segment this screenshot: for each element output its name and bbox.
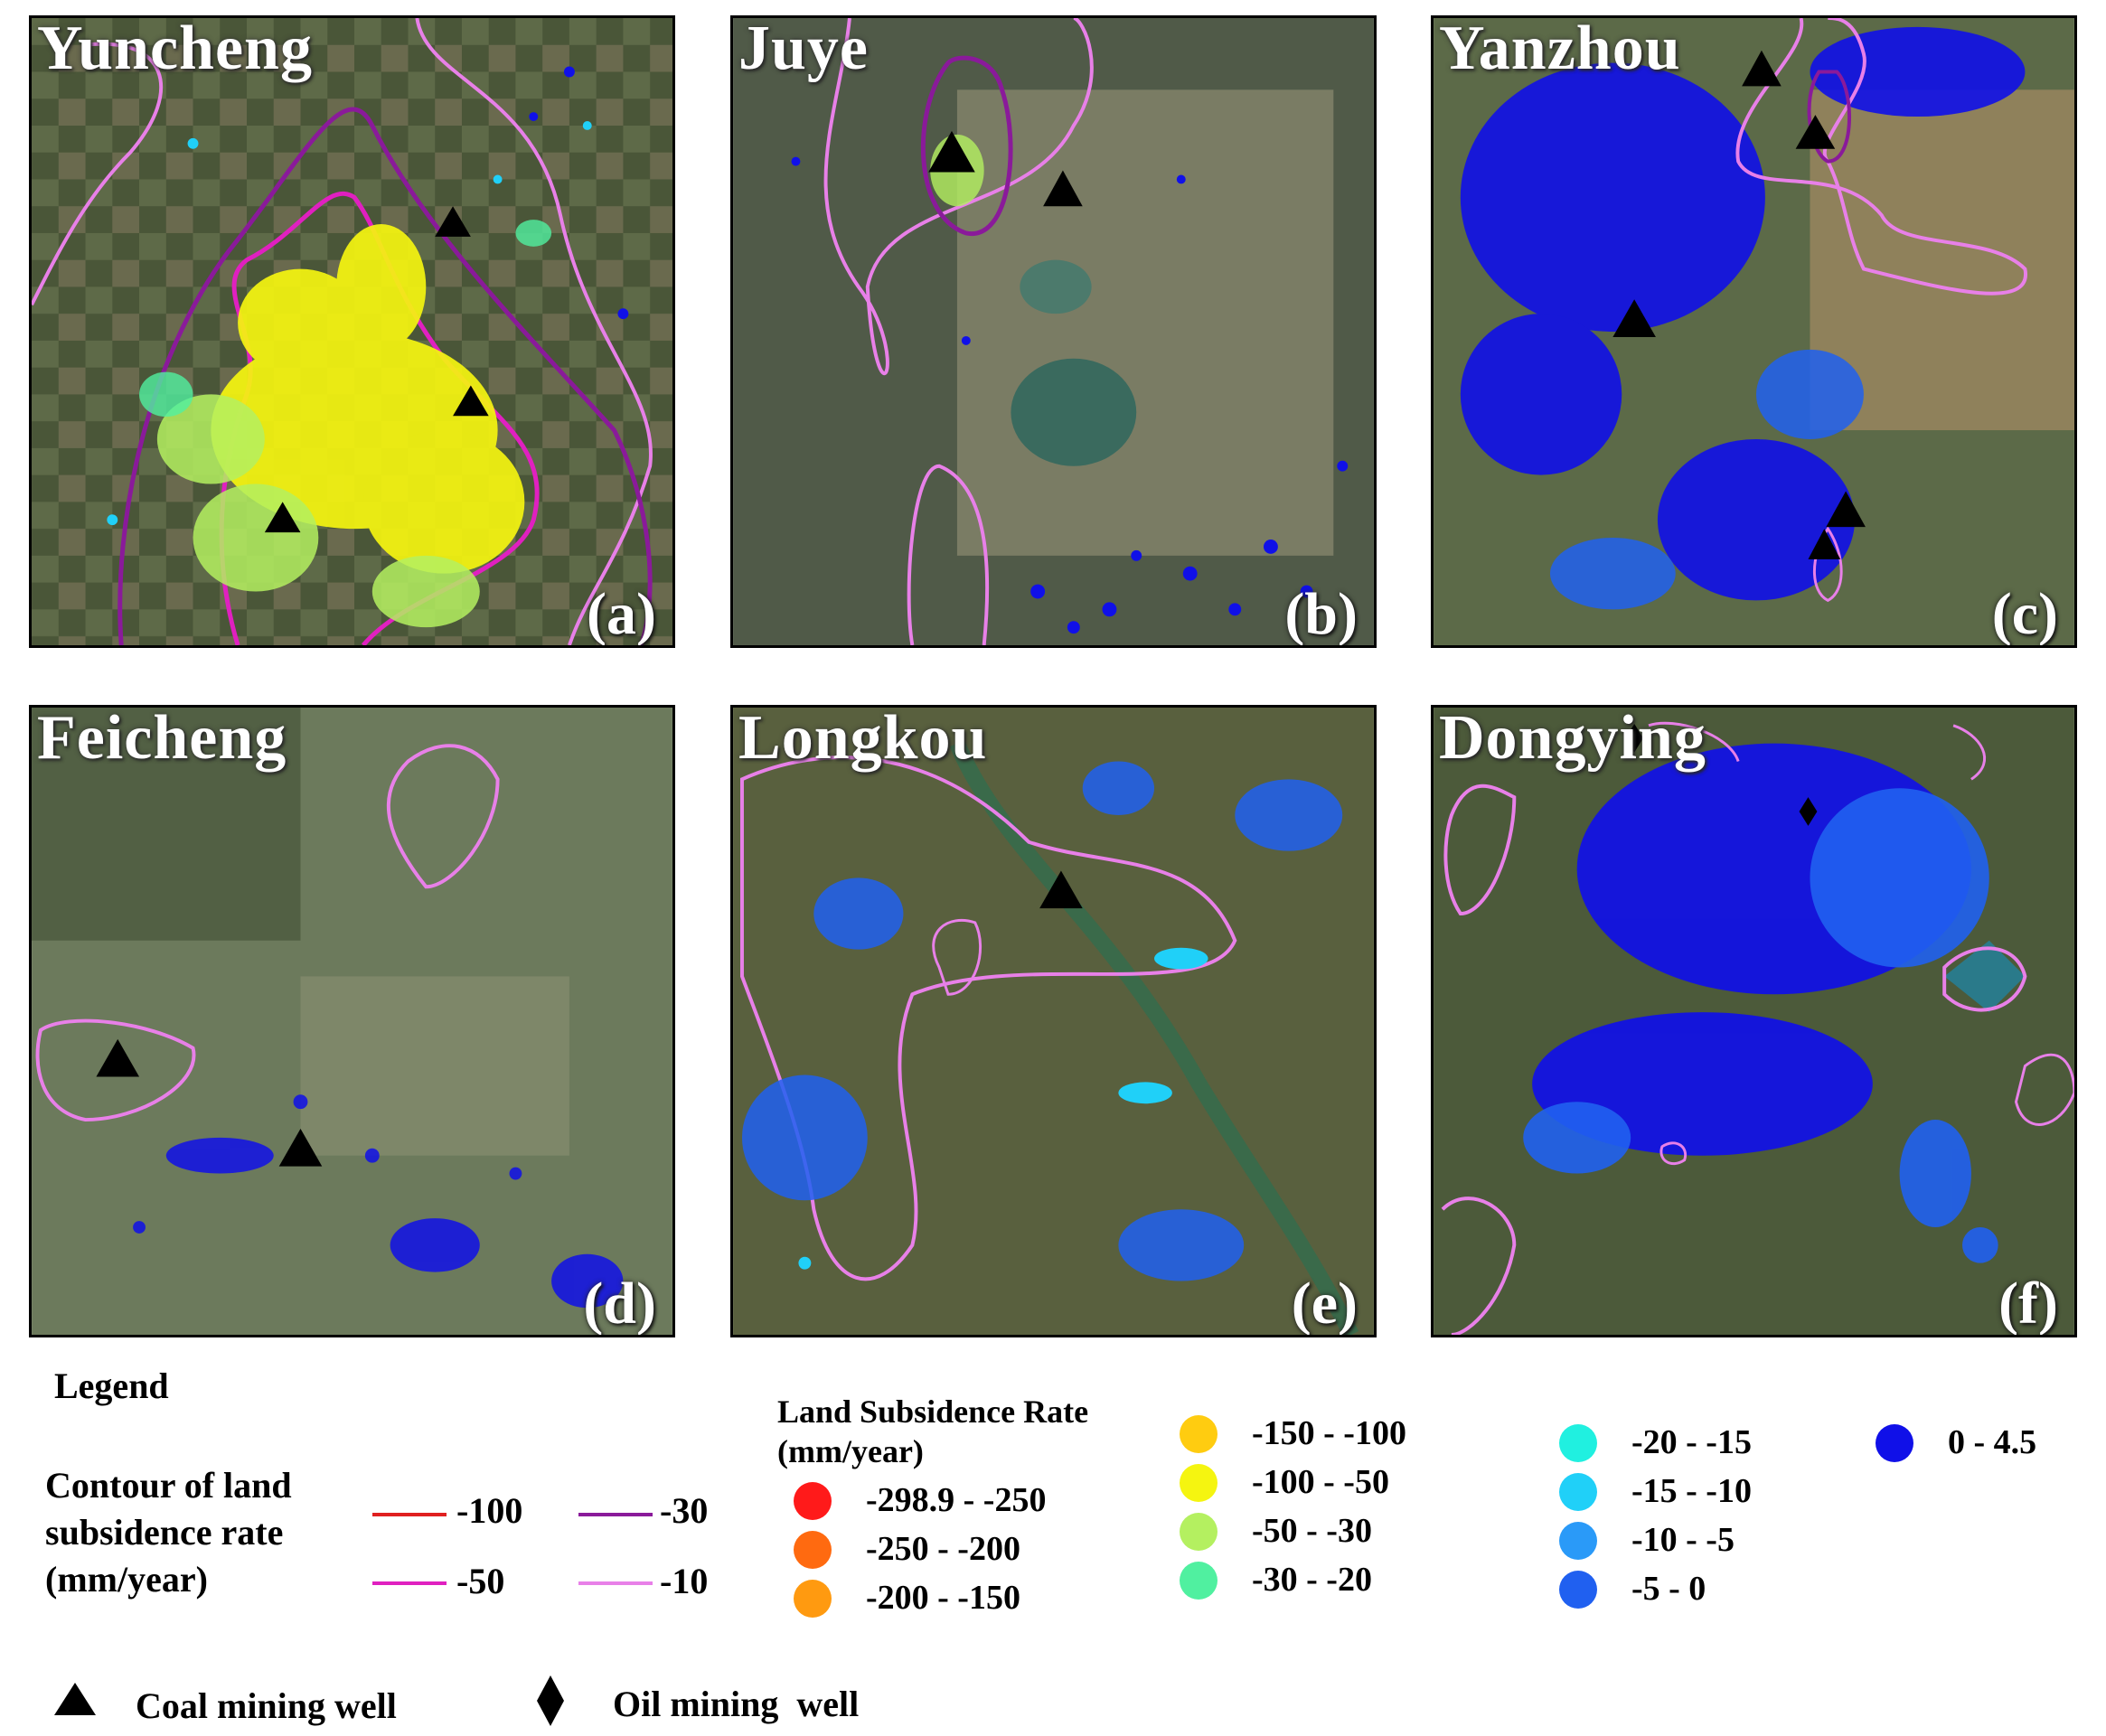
map-juye bbox=[733, 18, 1374, 645]
oil-mining-label: Oil mining well bbox=[613, 1684, 860, 1724]
map-panel-longkou: Longkou (e) bbox=[730, 705, 1377, 1337]
panel-title: Feicheng bbox=[37, 705, 287, 773]
contour-title-line-3: (mm/year) bbox=[45, 1559, 208, 1600]
panel-label: (e) bbox=[1291, 1271, 1358, 1337]
map-longkou bbox=[733, 708, 1374, 1335]
contour-label-minus-100: -100 bbox=[456, 1490, 523, 1531]
rate-dot bbox=[1559, 1522, 1597, 1560]
diamond-icon bbox=[537, 1675, 564, 1726]
panel-title: Yuncheng bbox=[37, 15, 313, 83]
rate-label: -298.9 - -250 bbox=[866, 1481, 1047, 1519]
panel-label: (d) bbox=[583, 1271, 656, 1337]
rate-dot bbox=[1180, 1513, 1218, 1551]
map-yanzhou bbox=[1434, 18, 2074, 645]
contour-title-line-2: subsidence rate bbox=[45, 1512, 284, 1553]
rate-label: -50 - -30 bbox=[1252, 1512, 1372, 1550]
rate-dot bbox=[1559, 1473, 1597, 1511]
panel-title: Longkou bbox=[738, 705, 988, 773]
panel-label: (c) bbox=[1991, 581, 2058, 647]
legend-title: Legend bbox=[54, 1365, 169, 1406]
panel-title: Dongying bbox=[1439, 705, 1706, 773]
contour-title-line-1: Contour of land bbox=[45, 1465, 292, 1506]
rate-dot bbox=[794, 1482, 832, 1520]
rate-label: -5 - 0 bbox=[1631, 1570, 1706, 1608]
contour-line-minus-100 bbox=[372, 1513, 447, 1516]
map-panel-yuncheng: Yuncheng (a) bbox=[29, 15, 675, 648]
contour-label-minus-30: -30 bbox=[660, 1490, 709, 1531]
panel-label: (b) bbox=[1284, 581, 1358, 647]
contour-line-minus-50 bbox=[372, 1581, 447, 1585]
rate-dot bbox=[1876, 1424, 1913, 1462]
map-panel-dongying: Dongying (f) bbox=[1431, 705, 2077, 1337]
rate-dot bbox=[1559, 1571, 1597, 1609]
rate-title-line-2: (mm/year) bbox=[777, 1433, 924, 1469]
rate-title-line-1: Land Subsidence Rate bbox=[777, 1393, 1089, 1430]
rate-dot bbox=[794, 1531, 832, 1569]
rate-label: -30 - -20 bbox=[1252, 1561, 1372, 1599]
panel-title: Juye bbox=[738, 15, 869, 83]
contour-line-minus-10 bbox=[578, 1581, 653, 1585]
map-panel-feicheng: Feicheng (d) bbox=[29, 705, 675, 1337]
map-yuncheng bbox=[32, 18, 672, 645]
panel-label: (a) bbox=[587, 581, 656, 647]
rate-label: -15 - -10 bbox=[1631, 1472, 1752, 1510]
contour-label-minus-50: -50 bbox=[456, 1561, 505, 1601]
map-panel-yanzhou: Yanzhou (c) bbox=[1431, 15, 2077, 648]
triangle-icon bbox=[54, 1683, 96, 1715]
rate-dot bbox=[1180, 1464, 1218, 1502]
map-dongying bbox=[1434, 708, 2074, 1335]
map-feicheng bbox=[32, 708, 672, 1335]
rate-dot bbox=[1180, 1415, 1218, 1453]
coal-mining-label: Coal mining well bbox=[136, 1685, 397, 1726]
contour-label-minus-10: -10 bbox=[660, 1561, 709, 1601]
panel-title: Yanzhou bbox=[1439, 15, 1681, 83]
legend: Legend Contour of land subsidence rate (… bbox=[0, 1356, 2106, 1736]
contour-line-minus-30 bbox=[578, 1513, 653, 1516]
rate-label: -200 - -150 bbox=[866, 1579, 1020, 1617]
rate-label: -250 - -200 bbox=[866, 1530, 1020, 1568]
rate-legend-title: Land Subsidence Rate (mm/year) bbox=[777, 1392, 1088, 1471]
rate-dot bbox=[1559, 1424, 1597, 1462]
map-panel-juye: Juye (b) bbox=[730, 15, 1377, 648]
rate-label: -100 - -50 bbox=[1252, 1463, 1389, 1501]
rate-label: -10 - -5 bbox=[1631, 1521, 1735, 1559]
rate-label: -150 - -100 bbox=[1252, 1414, 1406, 1452]
rate-label: -20 - -15 bbox=[1631, 1423, 1752, 1461]
rate-label: 0 - 4.5 bbox=[1948, 1423, 2037, 1461]
panel-label: (f) bbox=[1998, 1271, 2058, 1337]
rate-dot bbox=[794, 1580, 832, 1618]
rate-dot bbox=[1180, 1562, 1218, 1600]
contour-legend-title: Contour of land subsidence rate (mm/year… bbox=[45, 1462, 292, 1603]
